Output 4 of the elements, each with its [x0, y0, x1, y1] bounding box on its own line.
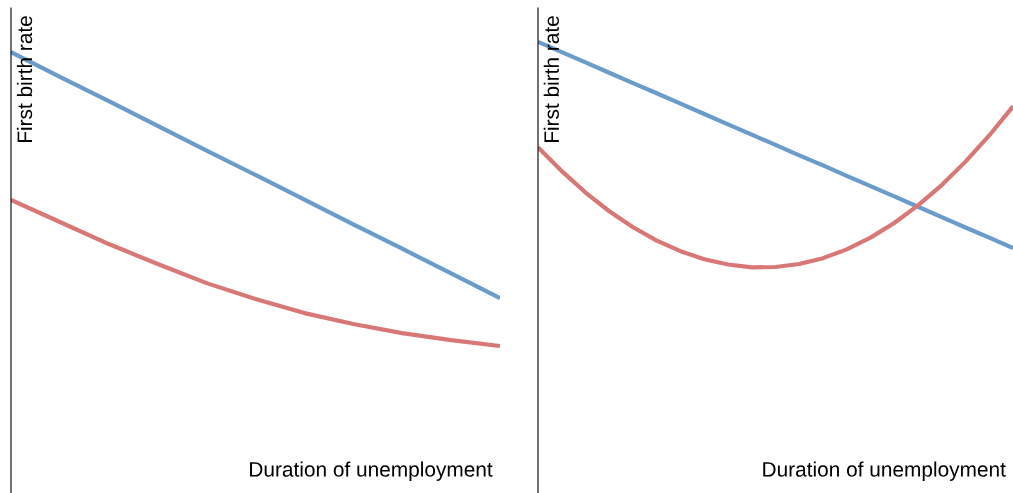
y-axis-title: First birth rate [16, 16, 33, 143]
x-axis-title: Duration of unemployment [763, 461, 1006, 481]
y-axis-title: First birth rate [543, 16, 559, 143]
x-axis-title: Duration of unemployment [250, 461, 493, 481]
